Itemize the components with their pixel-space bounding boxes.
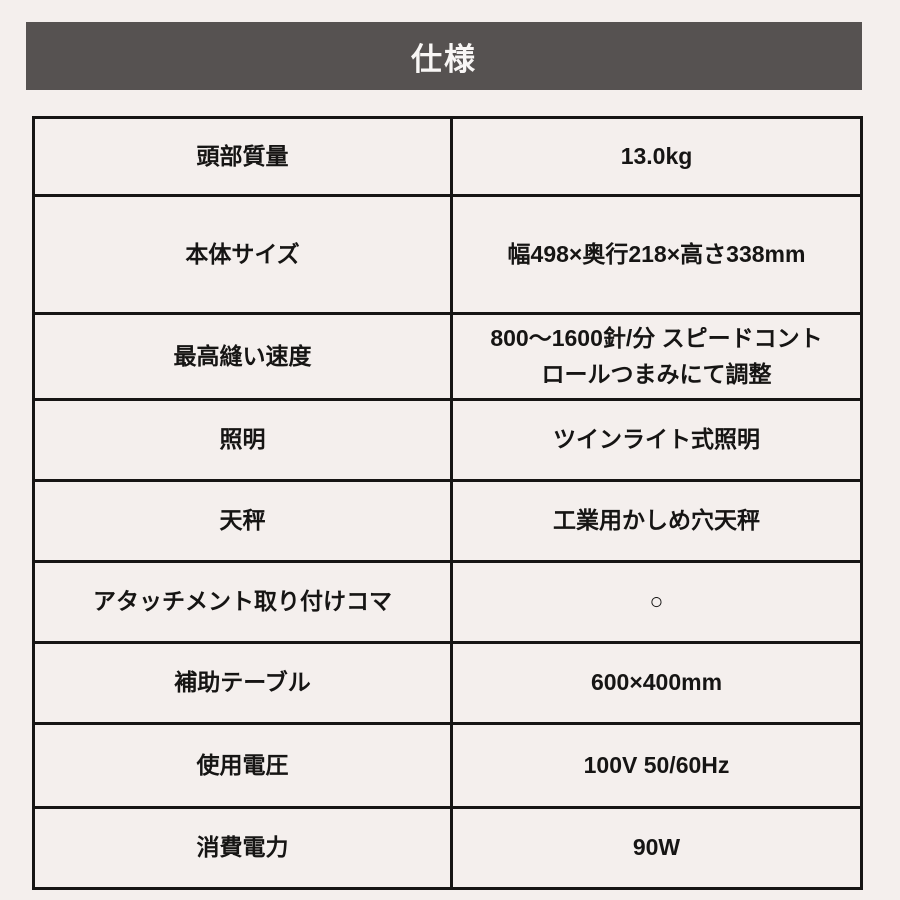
spec-item-label: 天秤 xyxy=(32,479,453,564)
spec-table-row: 照明 ツインライト式照明 xyxy=(32,398,863,483)
spec-table-row: 使用電圧 100V 50/60Hz xyxy=(32,722,863,810)
spec-item-value: 13.0kg xyxy=(450,116,863,197)
spec-item-label: 頭部質量 xyxy=(32,116,453,197)
spec-item-value: 工業用かしめ穴天秤 xyxy=(450,479,863,564)
spec-item-value: 800〜1600針/分 スピードコント ロールつまみにて調整 xyxy=(450,311,863,402)
spec-item-label: 照明 xyxy=(32,398,453,483)
spec-item-label: 最高縫い速度 xyxy=(32,311,453,402)
spec-table-row: 最高縫い速度 800〜1600針/分 スピードコント ロールつまみにて調整 xyxy=(32,311,863,402)
spec-item-label: 補助テーブル xyxy=(32,641,453,726)
spec-table: 頭部質量 13.0kg 本体サイズ 幅498×奥行218×高さ338mm 最高縫… xyxy=(32,116,863,891)
spec-table-row: 天秤 工業用かしめ穴天秤 xyxy=(32,479,863,564)
spec-table-row: 補助テーブル 600×400mm xyxy=(32,641,863,726)
spec-item-label: 本体サイズ xyxy=(32,194,453,315)
spec-table-row: 本体サイズ 幅498×奥行218×高さ338mm xyxy=(32,194,863,315)
spec-item-label: 使用電圧 xyxy=(32,722,453,810)
spec-item-value: 幅498×奥行218×高さ338mm xyxy=(450,194,863,315)
spec-item-label: 消費電力 xyxy=(32,806,453,891)
spec-table-row: アタッチメント取り付けコマ ○ xyxy=(32,560,863,645)
spec-table-row: 消費電力 90W xyxy=(32,806,863,891)
spec-header-bar: 仕様 xyxy=(26,22,862,90)
spec-header-title: 仕様 xyxy=(411,41,477,77)
spec-item-value: 600×400mm xyxy=(450,641,863,726)
spec-item-label: アタッチメント取り付けコマ xyxy=(32,560,453,645)
spec-item-value: ○ xyxy=(450,560,863,645)
spec-item-value: ツインライト式照明 xyxy=(450,398,863,483)
spec-table-body: 頭部質量 13.0kg 本体サイズ 幅498×奥行218×高さ338mm 最高縫… xyxy=(32,116,863,891)
spec-table-row: 頭部質量 13.0kg xyxy=(32,116,863,197)
spec-item-value: 90W xyxy=(450,806,863,891)
spec-item-value: 100V 50/60Hz xyxy=(450,722,863,810)
